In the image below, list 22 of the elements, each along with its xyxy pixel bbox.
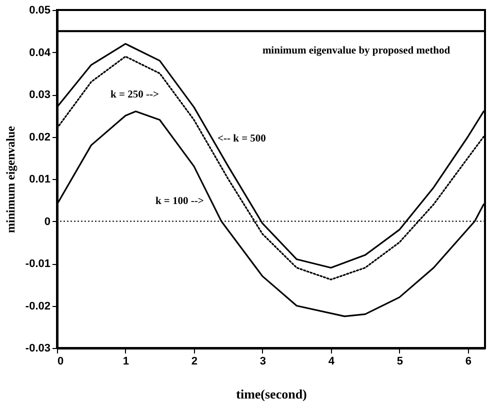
annotation: minimum eigenvalue by proposed method (262, 46, 450, 57)
y-tick-label: 0.05 (29, 4, 50, 16)
x-tick-label: 5 (396, 356, 403, 368)
y-tick-label: -0.01 (25, 258, 50, 270)
y-tick-label: -0.02 (25, 300, 50, 312)
annotation: k = 100 --> (155, 196, 204, 207)
y-tick-label: 0.02 (29, 131, 50, 144)
x-tick-label: 1 (122, 356, 130, 368)
x-tick-label: 2 (191, 356, 198, 368)
y-tick-label: 0.01 (29, 174, 50, 186)
x-tick-label: 6 (465, 356, 472, 368)
x-tick-label: 3 (260, 356, 266, 368)
y-tick-label: 0.03 (29, 89, 50, 101)
y-tick-label: 0 (44, 216, 50, 228)
x-axis-title: time(second) (236, 386, 307, 402)
y-tick-label: -0.03 (25, 342, 50, 354)
x-tick-label: 4 (328, 356, 336, 368)
y-axis-title: minimum eigenvalue (3, 125, 18, 233)
x-tick-label: 0 (58, 356, 64, 368)
annotation: <-- k = 500 (218, 133, 266, 144)
annotation: k = 250 --> (110, 90, 159, 100)
y-tick-label: 0.04 (29, 46, 52, 59)
